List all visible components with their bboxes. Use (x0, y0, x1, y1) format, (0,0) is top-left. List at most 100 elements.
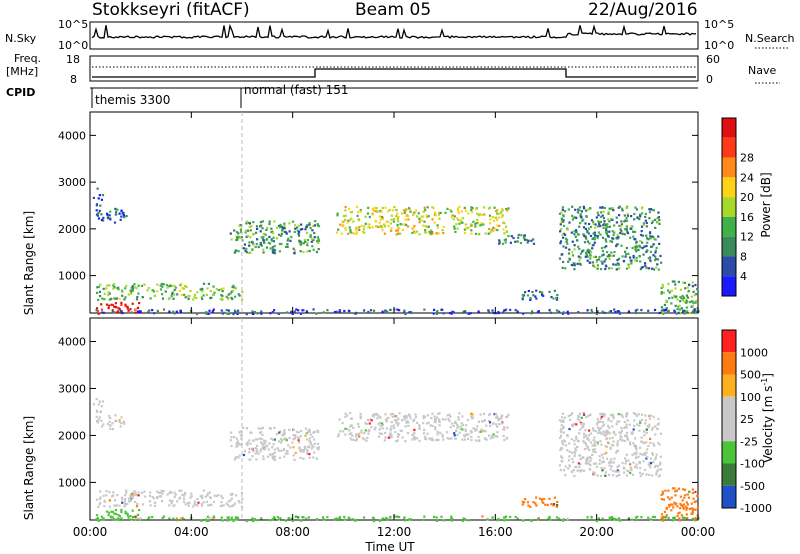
echo-cell (100, 515, 104, 518)
echo-cell (234, 287, 238, 290)
echo-cell (424, 225, 427, 228)
echo-cell (631, 518, 634, 521)
echo-cell (550, 296, 553, 299)
nsky-panel-frame (89, 21, 699, 50)
echo-cell (279, 226, 282, 229)
echo-cell (367, 223, 370, 226)
echo-cell (461, 519, 464, 522)
echo-cell (293, 224, 297, 227)
echo-cell (483, 213, 486, 216)
echo-cell (108, 420, 111, 423)
echo-cell (688, 490, 691, 493)
echo-cell (195, 297, 198, 300)
echo-cell (126, 307, 129, 310)
echo-cell (277, 312, 280, 315)
echo-cell (608, 230, 611, 233)
echo-cell (640, 413, 644, 416)
echo-cell (283, 431, 286, 434)
echo-cell (550, 503, 553, 506)
echo-cell (667, 282, 670, 285)
echo-cell (431, 218, 434, 221)
echo-cell (103, 292, 106, 296)
echo-cell (674, 283, 677, 286)
echo-cell (230, 518, 233, 521)
echo-cell (249, 229, 252, 232)
echo-cell (271, 518, 274, 521)
echo-cell (378, 215, 382, 218)
echo-cell (671, 519, 675, 522)
echo-cell (286, 239, 289, 242)
echo-cell (376, 417, 379, 420)
echo-cell (580, 216, 583, 219)
echo-cell (636, 246, 639, 249)
echo-cell (497, 417, 500, 420)
echo-cell (500, 417, 503, 420)
echo-cell (289, 239, 292, 242)
echo-cell (98, 209, 101, 212)
echo-cell (619, 438, 622, 441)
echo-cell (625, 434, 628, 437)
echo-cell (336, 212, 339, 215)
echo-cell (607, 419, 610, 422)
echo-cell (428, 230, 431, 233)
echo-cell (111, 309, 114, 312)
echo-cell (113, 286, 116, 289)
echo-region (96, 282, 244, 302)
echo-cell (660, 286, 663, 290)
echo-cell (236, 440, 239, 443)
echo-cell (159, 284, 162, 287)
echo-cell (222, 504, 225, 507)
echo-cell (114, 504, 117, 507)
echo-cell (107, 294, 110, 297)
echo-cell (173, 288, 176, 292)
echo-cell (548, 515, 551, 519)
echo-cell (570, 263, 573, 267)
echo-cell (598, 255, 601, 259)
echo-cell (133, 493, 137, 496)
echo-cell (107, 307, 110, 310)
echo-cell (115, 213, 118, 216)
echo-cell (662, 312, 665, 315)
echo-cell (302, 250, 305, 254)
echo-cell (540, 292, 544, 295)
echo-cell (633, 245, 636, 248)
echo-cell (95, 309, 98, 312)
echo-cell (591, 453, 594, 456)
echo-cell (673, 516, 676, 519)
echo-cell (585, 416, 588, 419)
echo-cell (694, 490, 697, 494)
echo-cell (230, 516, 233, 519)
echo-cell (613, 457, 616, 460)
echo-cell (202, 294, 205, 297)
echo-cell (306, 224, 309, 227)
echo-cell (579, 263, 582, 266)
echo-cell (599, 211, 603, 214)
y-tick-label: 4000 (58, 129, 86, 142)
echo-cell (358, 228, 361, 231)
echo-cell (212, 285, 215, 288)
echo-cell (232, 312, 235, 316)
echo-cell (236, 236, 239, 239)
echo-cell (108, 491, 111, 494)
echo-cell (205, 500, 208, 503)
echo-cell (567, 459, 571, 462)
echo-cell (97, 519, 100, 522)
echo-cell (593, 471, 596, 475)
echo-cell (430, 231, 434, 234)
echo-cell (496, 519, 499, 522)
echo-cell (617, 263, 620, 266)
echo-cell (363, 225, 366, 228)
echo-cell (336, 517, 339, 520)
echo-cell (390, 218, 393, 221)
echo-cell (288, 428, 291, 431)
echo-cell (263, 241, 266, 244)
echo-cell (239, 227, 242, 231)
echo-cell (151, 309, 154, 312)
echo-cell (350, 432, 353, 435)
echo-cell (467, 519, 470, 522)
echo-cell (495, 423, 498, 426)
echo-cell (586, 447, 589, 450)
echo-cell (592, 243, 595, 247)
echo-cell (222, 287, 225, 290)
echo-cell (136, 310, 139, 313)
